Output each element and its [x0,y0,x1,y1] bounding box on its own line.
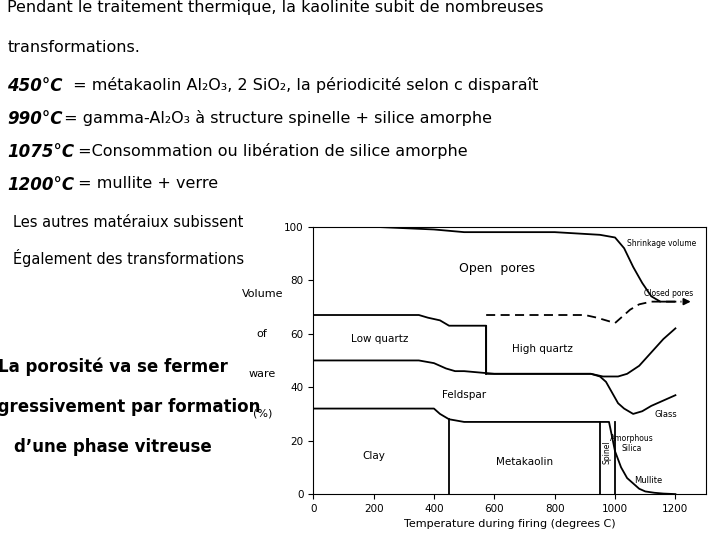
Text: progressivement par formation: progressivement par formation [0,398,260,416]
Text: Amorphous
Silica: Amorphous Silica [610,434,654,454]
X-axis label: Temperature during firing (degrees C): Temperature during firing (degrees C) [404,519,615,529]
Text: High quartz: High quartz [512,345,573,354]
Text: Les autres matéraiux subissent: Les autres matéraiux subissent [13,214,243,230]
Text: Metakaolin: Metakaolin [496,457,553,467]
Text: Low quartz: Low quartz [351,334,408,344]
Text: 1200°C: 1200°C [7,176,74,194]
Text: Spinel: Spinel [603,441,612,464]
Text: Mullite: Mullite [634,476,662,485]
Text: Volume: Volume [241,288,283,299]
Text: Également des transformations: Également des transformations [13,249,244,267]
Text: 450°C: 450°C [7,77,63,95]
Text: Clay: Clay [362,451,385,461]
Text: = métakaolin Al₂O₃, 2 SiO₂, la périodicité selon c disparaît: = métakaolin Al₂O₃, 2 SiO₂, la périodici… [68,77,538,93]
Text: of: of [257,329,268,339]
Text: Open  pores: Open pores [459,262,536,275]
Text: = mullite + verre: = mullite + verre [73,176,219,191]
Text: Shrinkage volume: Shrinkage volume [627,239,696,247]
Text: ware: ware [248,369,276,379]
Text: = gamma-Al₂O₃ à structure spinelle + silice amorphe: = gamma-Al₂O₃ à structure spinelle + sil… [58,110,492,126]
Text: 1075°C: 1075°C [7,143,74,161]
Text: (%): (%) [253,409,272,419]
Text: =Consommation ou libération de silice amorphe: =Consommation ou libération de silice am… [73,143,468,159]
Text: Closed pores: Closed pores [644,289,693,298]
Text: d’une phase vitreuse: d’une phase vitreuse [14,438,212,456]
Text: Feldspar: Feldspar [442,390,486,400]
Text: 990°C: 990°C [7,110,63,128]
Text: La porosité va se fermer: La porosité va se fermer [0,357,228,376]
Text: Pendant le traitement thermique, la kaolinite subit de nombreuses: Pendant le traitement thermique, la kaol… [7,0,544,15]
Text: Glass: Glass [654,409,677,418]
Text: transformations.: transformations. [7,40,140,56]
